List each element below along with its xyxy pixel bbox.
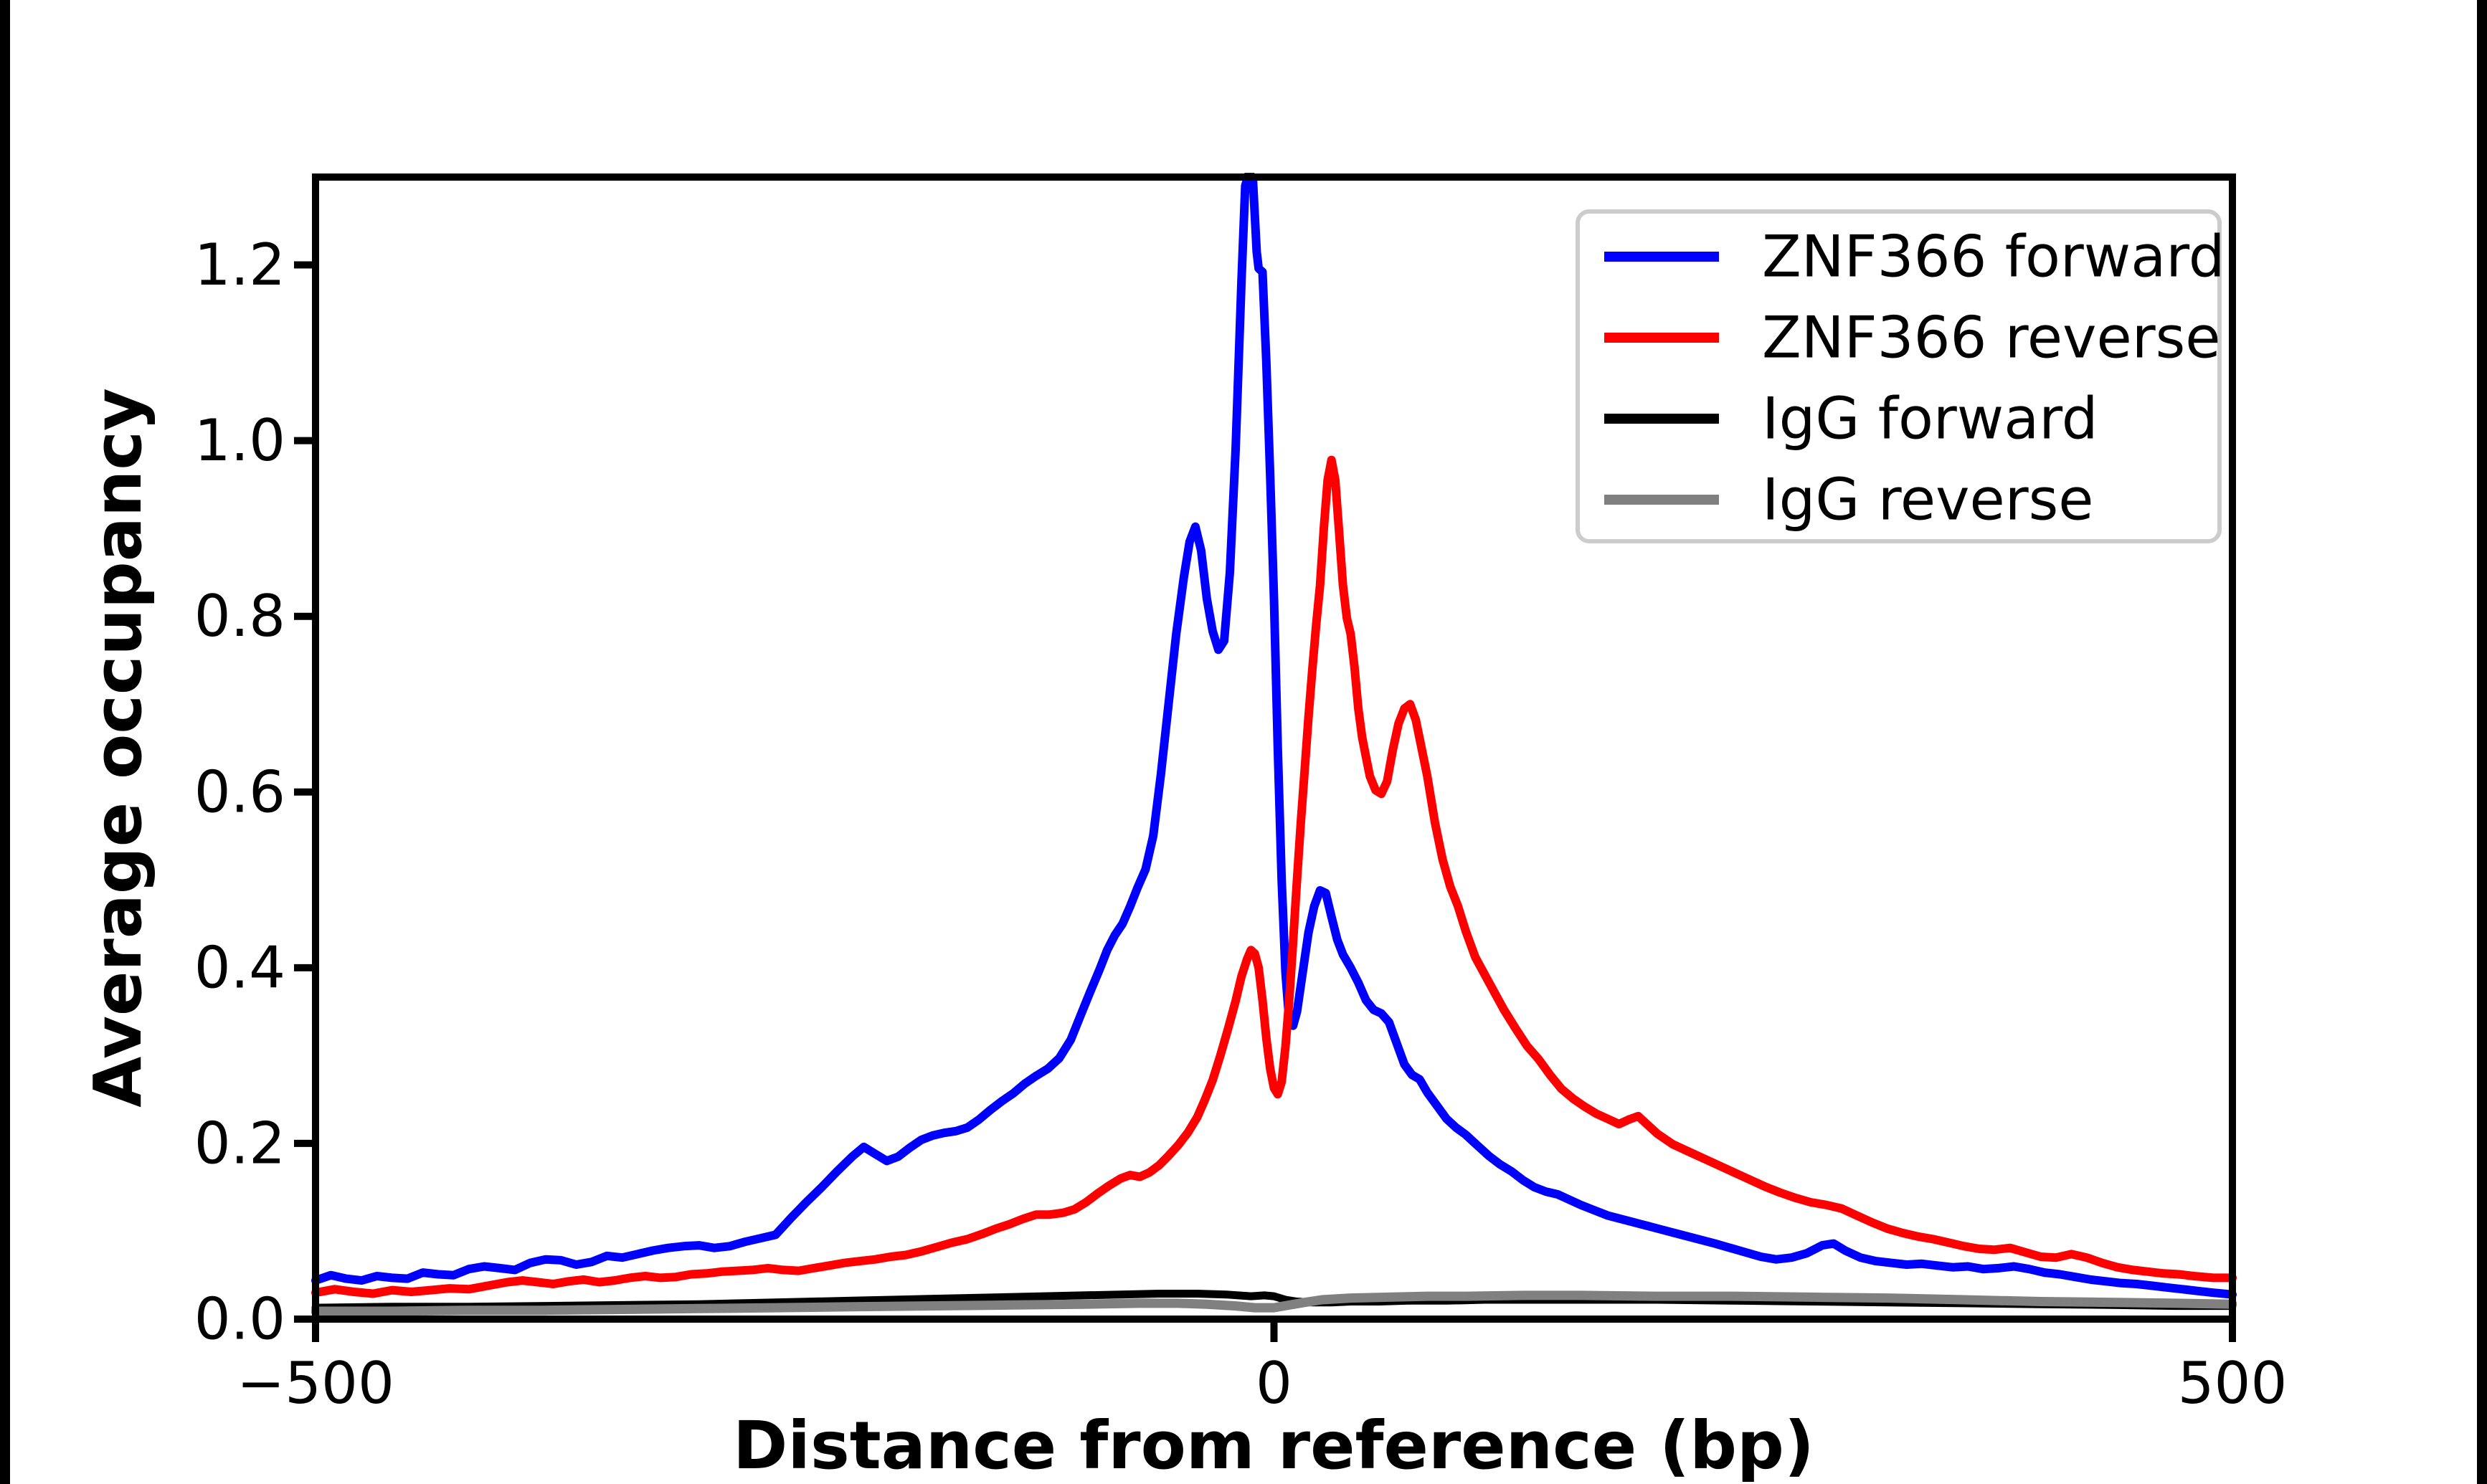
x-tick-label: −500 — [237, 1350, 394, 1417]
y-tick-label: 0.0 — [194, 1286, 285, 1353]
series-line-igg-reverse — [311, 1290, 2237, 1316]
y-tick-label: 1.0 — [194, 407, 285, 474]
right-edge-bar — [2477, 0, 2487, 1484]
x-axis-ticks: −500 0 500 — [237, 1319, 2287, 1417]
y-axis-label: Average occupancy — [80, 388, 156, 1108]
y-tick-label: 0.8 — [194, 583, 285, 650]
x-tick-label: 0 — [1256, 1350, 1292, 1417]
series-line-znf366-reverse — [311, 455, 2237, 1298]
legend-box — [1576, 209, 2222, 543]
y-tick-label: 0.4 — [194, 934, 285, 1001]
y-tick-label: 0.2 — [194, 1110, 285, 1176]
legend-label-znf366-reverse: ZNF366 reverse — [1762, 305, 2221, 371]
series-line-znf366-forward — [311, 173, 2237, 1299]
legend: ZNF366 forward ZNF366 reverse IgG forwar… — [1576, 209, 2225, 543]
legend-label-igg-forward: IgG forward — [1762, 386, 2098, 452]
x-tick-label: 500 — [2178, 1350, 2288, 1417]
y-tick-label: 1.2 — [194, 232, 285, 298]
left-edge-bar — [0, 0, 10, 1484]
y-tick-label: 0.6 — [194, 758, 285, 825]
y-axis-ticks: 0.0 0.2 0.4 0.6 0.8 1.0 1.2 — [194, 232, 316, 1353]
legend-label-igg-reverse: IgG reverse — [1762, 467, 2094, 533]
series-lines — [311, 173, 2237, 1316]
x-axis-label: Distance from reference (bp) — [733, 1407, 1814, 1484]
legend-label-znf366-forward: ZNF366 forward — [1762, 224, 2225, 290]
axes-frame — [312, 173, 2236, 1323]
